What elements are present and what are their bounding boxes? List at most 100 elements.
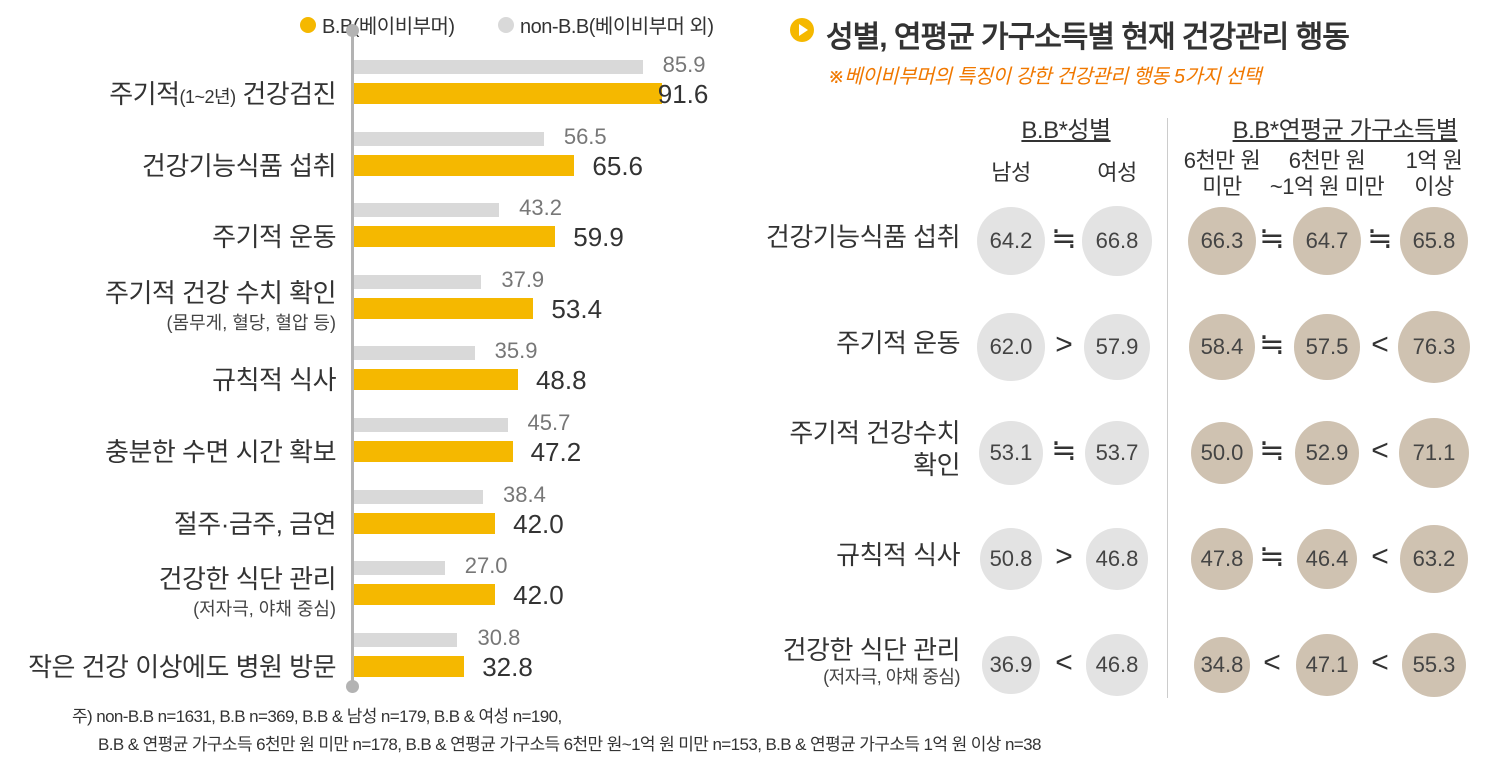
legend-item-nbb: non-B.B(베이비부머 외)	[498, 10, 714, 39]
value-label-nbb: 37.9	[501, 266, 545, 292]
category-label: 주기적(1~2년) 건강검진	[109, 74, 336, 111]
title-play-icon	[790, 18, 814, 42]
bar-nbb	[354, 489, 484, 504]
category-label-main: 작은 건강 이상에도 병원 방문	[28, 651, 336, 682]
row-label-line1: 건강기능식품 섭취	[765, 222, 961, 252]
value-label-bb: 53.4	[551, 293, 603, 324]
category-label-tail: 건강검진	[235, 79, 336, 109]
bar-bb	[354, 655, 465, 677]
bar-bb	[354, 297, 534, 319]
comparison-operator: ≒	[1051, 434, 1077, 467]
value-bubble: 58.4	[1189, 314, 1255, 380]
value-label-nbb: 45.7	[527, 410, 571, 435]
comparison-operator: >	[1055, 540, 1073, 573]
comparison-operator: ≒	[1367, 222, 1393, 255]
value-label-bb: 42.0	[513, 580, 564, 611]
category-label: 건강기능식품 섭취	[141, 146, 337, 183]
value-bubble: 50.0	[1190, 421, 1254, 485]
value-label-nbb: 43.2	[519, 195, 562, 221]
comparison-operator: ≒	[1051, 222, 1077, 255]
comparison-operator: ≒	[1259, 434, 1285, 467]
group-head-income: B.B*연평균 가구소득별	[1232, 117, 1458, 144]
group-divider	[1167, 118, 1168, 698]
value-label-nbb: 38.4	[503, 481, 546, 507]
row-label: 주기적 운동	[836, 327, 960, 359]
row-label-line1: 주기적 운동	[836, 328, 960, 358]
value-label-nbb: 27.0	[464, 553, 508, 579]
category-label: 작은 건강 이상에도 병원 방문	[28, 647, 336, 684]
category-sublabel: (몸무게, 혈당, 혈압 등)	[166, 312, 336, 333]
footnote-line2: B.B & 연평균 가구소득 6천만 원 미만 n=178, B.B & 연평균…	[98, 735, 1041, 754]
value-bubble: 63.2	[1400, 525, 1468, 593]
category-sublabel: (저자극, 야채 중심)	[193, 599, 336, 620]
bar-bb	[354, 83, 662, 104]
category-label: 주기적 운동	[212, 217, 336, 254]
bar-bb	[354, 369, 518, 391]
bar-bb	[354, 584, 496, 606]
row-label-line1: 건강한 식단 관리	[782, 635, 961, 665]
bar-nbb	[354, 632, 458, 647]
legend-item-bb: B.B(베이비부머)	[300, 10, 455, 39]
bar-nbb	[354, 203, 500, 218]
category-label-main: 규칙적 식사	[212, 365, 336, 396]
bar-nbb	[354, 60, 643, 74]
comparison-operator: ≒	[1259, 222, 1285, 255]
bar-bb	[354, 512, 496, 534]
value-label-nbb: 85.9	[662, 52, 706, 77]
column-head-line1: 6천만 원	[1183, 148, 1261, 173]
legend-label-bb: B.B(베이비부머)	[322, 16, 455, 38]
value-bubble: 34.8	[1193, 636, 1251, 694]
row-label: 규칙적 식사	[836, 539, 960, 571]
row-label-line1: 규칙적 식사	[836, 540, 960, 570]
value-bubble: 57.9	[1084, 314, 1150, 380]
group-head-gender: B.B*성별	[1021, 117, 1111, 144]
value-bubble: 57.5	[1294, 314, 1360, 380]
column-head: 남성	[931, 160, 1091, 186]
panel-subtitle: ※베이비부머의 특징이 강한 건강관리 행동 5가지 선택	[828, 66, 1262, 88]
bar-nbb	[354, 274, 482, 289]
value-bubble: 71.1	[1398, 417, 1470, 489]
category-label-main: 주기적 건강 수치 확인	[105, 277, 336, 308]
column-head-line1: 여성	[1097, 160, 1137, 185]
value-label-bb: 59.9	[573, 222, 624, 253]
category-label: 규칙적 식사	[212, 360, 336, 397]
value-label-bb: 32.8	[482, 651, 533, 682]
bar-nbb	[354, 131, 544, 146]
row-label-sub: (저자극, 야채 중심)	[823, 667, 960, 687]
category-label-main: 절주·금주, 금연	[173, 508, 337, 539]
category-label-main: 건강기능식품 섭취	[141, 150, 337, 181]
row-label-line2: 확인	[913, 450, 960, 480]
value-bubble: 53.1	[979, 421, 1043, 485]
footnote-line1: 주) non-B.B n=1631, B.B n=369, B.B & 남성 n…	[72, 707, 562, 726]
legend-swatch-nbb	[498, 16, 514, 33]
value-label-nbb: 35.9	[494, 338, 538, 364]
value-label-nbb: 56.5	[563, 123, 607, 149]
column-head: 1억 원 이상	[1354, 148, 1494, 200]
column-head-line1: 남성	[991, 160, 1031, 185]
category-label: 주기적 건강 수치 확인	[105, 273, 336, 310]
value-bubble: 66.8	[1082, 206, 1152, 276]
comparison-operator: >	[1055, 328, 1073, 361]
bar-bb	[354, 154, 575, 176]
value-bubble: 36.9	[982, 636, 1040, 694]
comparison-operator: ≒	[1259, 540, 1285, 573]
value-bubble: 76.3	[1398, 311, 1470, 383]
comparison-operator: <	[1055, 646, 1073, 679]
row-label: 건강기능식품 섭취	[765, 221, 961, 253]
axis-bottom-dot	[346, 680, 359, 693]
bar-bb	[354, 226, 556, 248]
bar-bb	[354, 441, 513, 462]
column-head: 6천만 원 미만	[1142, 148, 1302, 200]
comparison-operator: ≒	[1259, 328, 1285, 361]
legend-swatch-bb	[300, 16, 316, 33]
column-head: 6천만 원 ~1억 원 미만	[1247, 148, 1407, 200]
value-bubble: 64.2	[976, 206, 1046, 276]
value-bubble: 46.8	[1086, 528, 1148, 590]
chart-axis-line	[351, 30, 354, 686]
value-label-bb: 65.6	[592, 150, 644, 181]
value-bubble: 62.0	[977, 313, 1045, 381]
bar-nbb	[354, 418, 508, 432]
value-bubble: 53.7	[1085, 421, 1149, 485]
row-label-line1: 주기적 건강수치	[789, 418, 960, 448]
column-head: 여성	[1037, 160, 1197, 186]
